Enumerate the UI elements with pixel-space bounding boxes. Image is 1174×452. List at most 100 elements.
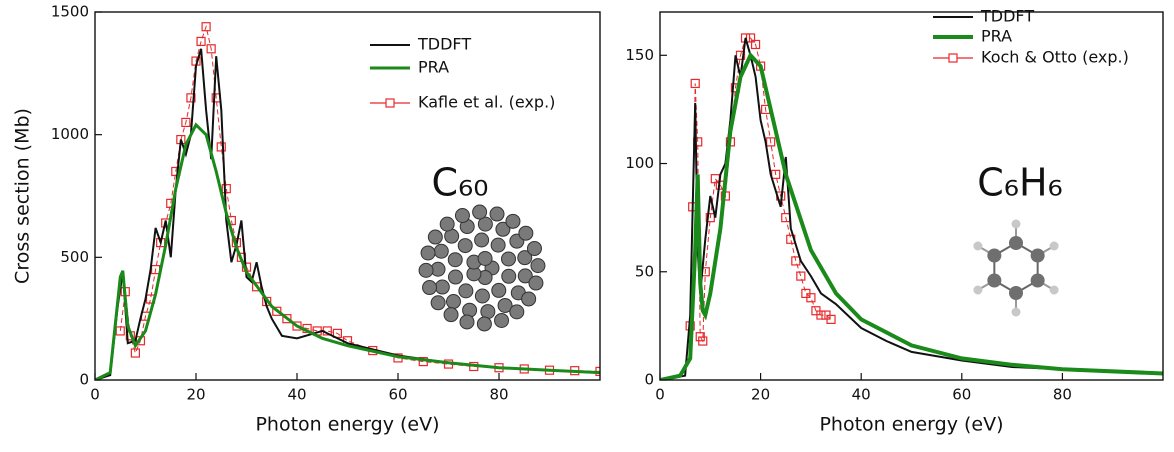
legend-label: PRA [418, 58, 449, 77]
x-tick-label: 40 [287, 386, 306, 404]
x-tick-label: 20 [751, 386, 770, 404]
marker [115, 326, 125, 336]
atom [1011, 307, 1021, 317]
marker [130, 348, 140, 358]
atom [495, 221, 511, 237]
atom [494, 312, 510, 328]
atom [526, 240, 542, 256]
marker [766, 137, 776, 147]
series-line [660, 51, 1163, 380]
atom [1049, 241, 1059, 251]
x-tick-label: 40 [852, 386, 871, 404]
y-tick-label: 150 [625, 46, 654, 64]
marker [698, 336, 708, 346]
atom [1030, 248, 1045, 263]
atom [443, 307, 459, 323]
frame [94, 11, 601, 381]
y-axis-label: Cross section (Mb) [12, 108, 34, 284]
atom [474, 232, 490, 248]
atom [457, 238, 473, 254]
legend-label: TDDFT [417, 35, 471, 54]
x-axis-label: Photon energy (eV) [819, 414, 1003, 436]
atom [517, 268, 533, 284]
y-tick-label: 0 [644, 371, 654, 389]
atom [430, 295, 446, 311]
atom [987, 248, 1002, 263]
y-tick-label: 100 [625, 154, 654, 172]
y-tick-label: 500 [60, 248, 89, 266]
marker [690, 78, 700, 89]
atom [517, 250, 533, 266]
x-tick-label: 60 [388, 386, 407, 404]
atom [439, 216, 455, 232]
atom [528, 275, 544, 291]
series-line [119, 24, 600, 372]
marker [181, 117, 191, 128]
atom [458, 283, 474, 299]
atom [1011, 219, 1021, 229]
atom [518, 225, 534, 241]
marker [816, 310, 826, 320]
marker [282, 314, 292, 324]
atom [459, 314, 475, 330]
formula: C₆₀ [432, 161, 489, 205]
x-tick-label: 60 [952, 386, 971, 404]
marker [750, 39, 761, 50]
formula: C₆H₆ [977, 161, 1063, 205]
atom [501, 251, 517, 267]
atom [521, 291, 537, 307]
atom [1009, 286, 1023, 300]
marker [806, 293, 816, 303]
atom [491, 282, 507, 298]
x-tick-label: 80 [489, 386, 508, 404]
atom [505, 213, 521, 229]
atom [490, 237, 506, 253]
atom [477, 216, 493, 232]
atom [422, 280, 438, 296]
plot [660, 33, 1163, 380]
x-tick-label: 20 [186, 386, 205, 404]
atom [447, 269, 463, 285]
legend-label: PRA [981, 27, 1012, 46]
y-tick-label: 1000 [51, 125, 89, 143]
marker [826, 314, 836, 324]
series-line [660, 37, 1163, 380]
plot [95, 22, 600, 380]
x-tick-label: 80 [1053, 386, 1072, 404]
legend-label: Kafle et al. (exp.) [418, 93, 555, 112]
atom [472, 204, 488, 220]
atom [1030, 273, 1045, 288]
marker [206, 44, 216, 54]
marker [186, 93, 196, 103]
atom [447, 252, 463, 268]
marker [196, 36, 206, 47]
atom [420, 245, 436, 261]
atom [474, 288, 490, 304]
atom [973, 241, 983, 251]
atom [433, 243, 449, 259]
atom [530, 258, 546, 274]
atom [501, 268, 517, 284]
y-tick-label: 50 [635, 262, 654, 280]
atom [445, 294, 461, 310]
atom [1009, 236, 1023, 250]
legend-label: TDDFT [980, 7, 1034, 26]
y-tick-label: 1500 [51, 3, 89, 21]
atom [509, 304, 525, 320]
x-tick-label: 0 [655, 386, 665, 404]
marker [201, 22, 211, 32]
legend-marker [385, 98, 395, 108]
atom [497, 297, 513, 313]
atom [434, 279, 450, 295]
marker [221, 184, 231, 194]
atom [476, 316, 492, 332]
atom [987, 273, 1002, 288]
atom [454, 208, 470, 224]
y-tick-label: 0 [79, 371, 89, 389]
marker [292, 321, 302, 331]
frame [659, 11, 1164, 381]
atom [973, 285, 983, 295]
atom [480, 304, 496, 320]
